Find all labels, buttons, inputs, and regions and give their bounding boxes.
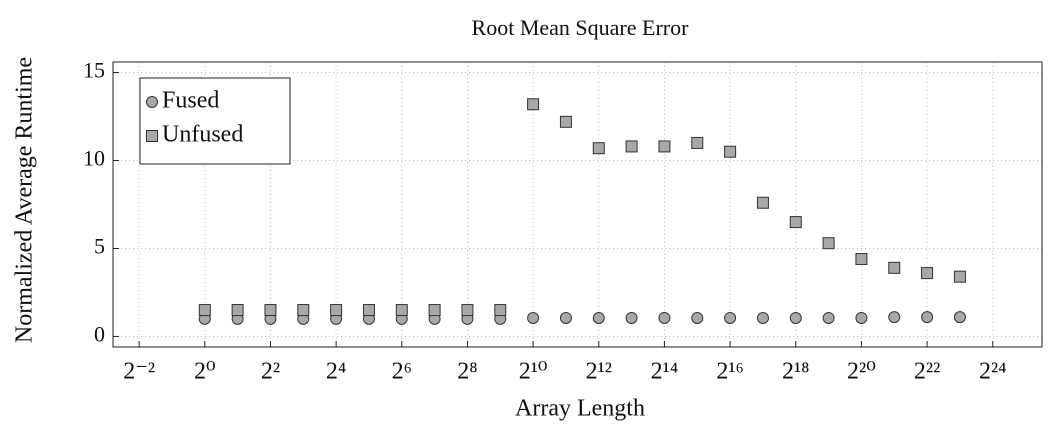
point xyxy=(231,304,244,317)
point xyxy=(527,98,540,111)
x-axis-label: Array Length xyxy=(515,396,645,422)
point xyxy=(953,270,966,283)
x-tick-label: 2²² xyxy=(914,359,940,385)
y-tick-label: 0 xyxy=(94,321,105,346)
y-tick-label: 15 xyxy=(83,58,105,83)
plot-frame xyxy=(112,61,1043,348)
point xyxy=(461,304,474,317)
y-tick-label: 10 xyxy=(83,146,105,171)
point xyxy=(297,304,310,317)
x-tick-label: 2⁸ xyxy=(457,359,477,385)
point xyxy=(428,304,441,317)
x-tick-label: 2⁰ xyxy=(194,359,216,385)
point xyxy=(756,311,769,324)
point xyxy=(198,304,211,317)
point xyxy=(494,304,507,317)
point xyxy=(724,311,737,324)
point xyxy=(789,216,802,229)
point xyxy=(658,140,671,153)
point xyxy=(395,304,408,317)
point xyxy=(724,145,737,158)
x-tick-label: 2¹⁶ xyxy=(716,359,744,385)
point xyxy=(822,237,835,250)
point xyxy=(592,311,605,324)
point xyxy=(789,311,802,324)
x-tick-label: 2¹⁸ xyxy=(782,359,810,385)
y-axis-label: Normalized Average Runtime xyxy=(12,57,38,343)
legend-marker xyxy=(146,130,158,142)
point xyxy=(592,142,605,155)
point xyxy=(559,311,572,324)
point xyxy=(527,311,540,324)
legend-marker xyxy=(146,96,158,108)
x-tick-label: 2¹² xyxy=(586,359,612,385)
point xyxy=(264,304,277,317)
legend-label: Unfused xyxy=(162,122,243,148)
x-tick-label: 2² xyxy=(261,359,280,385)
x-tick-label: 2²⁴ xyxy=(979,359,1007,385)
x-tick-label: 2⁴ xyxy=(326,359,346,385)
point xyxy=(559,115,572,128)
legend-label: Fused xyxy=(162,88,219,114)
x-tick-label: 2⁻² xyxy=(123,359,155,385)
point xyxy=(691,136,704,149)
point xyxy=(330,304,343,317)
point xyxy=(691,311,704,324)
x-tick-label: 2¹⁴ xyxy=(651,359,679,385)
point xyxy=(822,311,835,324)
y-tick-label: 5 xyxy=(94,234,105,259)
point xyxy=(625,140,638,153)
point xyxy=(362,304,375,317)
point xyxy=(888,261,901,274)
x-tick-label: 2¹⁰ xyxy=(519,359,548,385)
point xyxy=(953,311,966,324)
point xyxy=(921,311,934,324)
point xyxy=(855,311,868,324)
x-tick-label: 2²⁰ xyxy=(847,359,876,385)
point xyxy=(756,196,769,209)
point xyxy=(888,311,901,324)
legend-box xyxy=(139,77,291,165)
point xyxy=(855,253,868,266)
chart-title: Root Mean Square Error xyxy=(472,15,690,40)
point xyxy=(921,267,934,280)
x-tick-label: 2⁶ xyxy=(392,359,412,385)
point xyxy=(658,311,671,324)
point xyxy=(625,311,638,324)
